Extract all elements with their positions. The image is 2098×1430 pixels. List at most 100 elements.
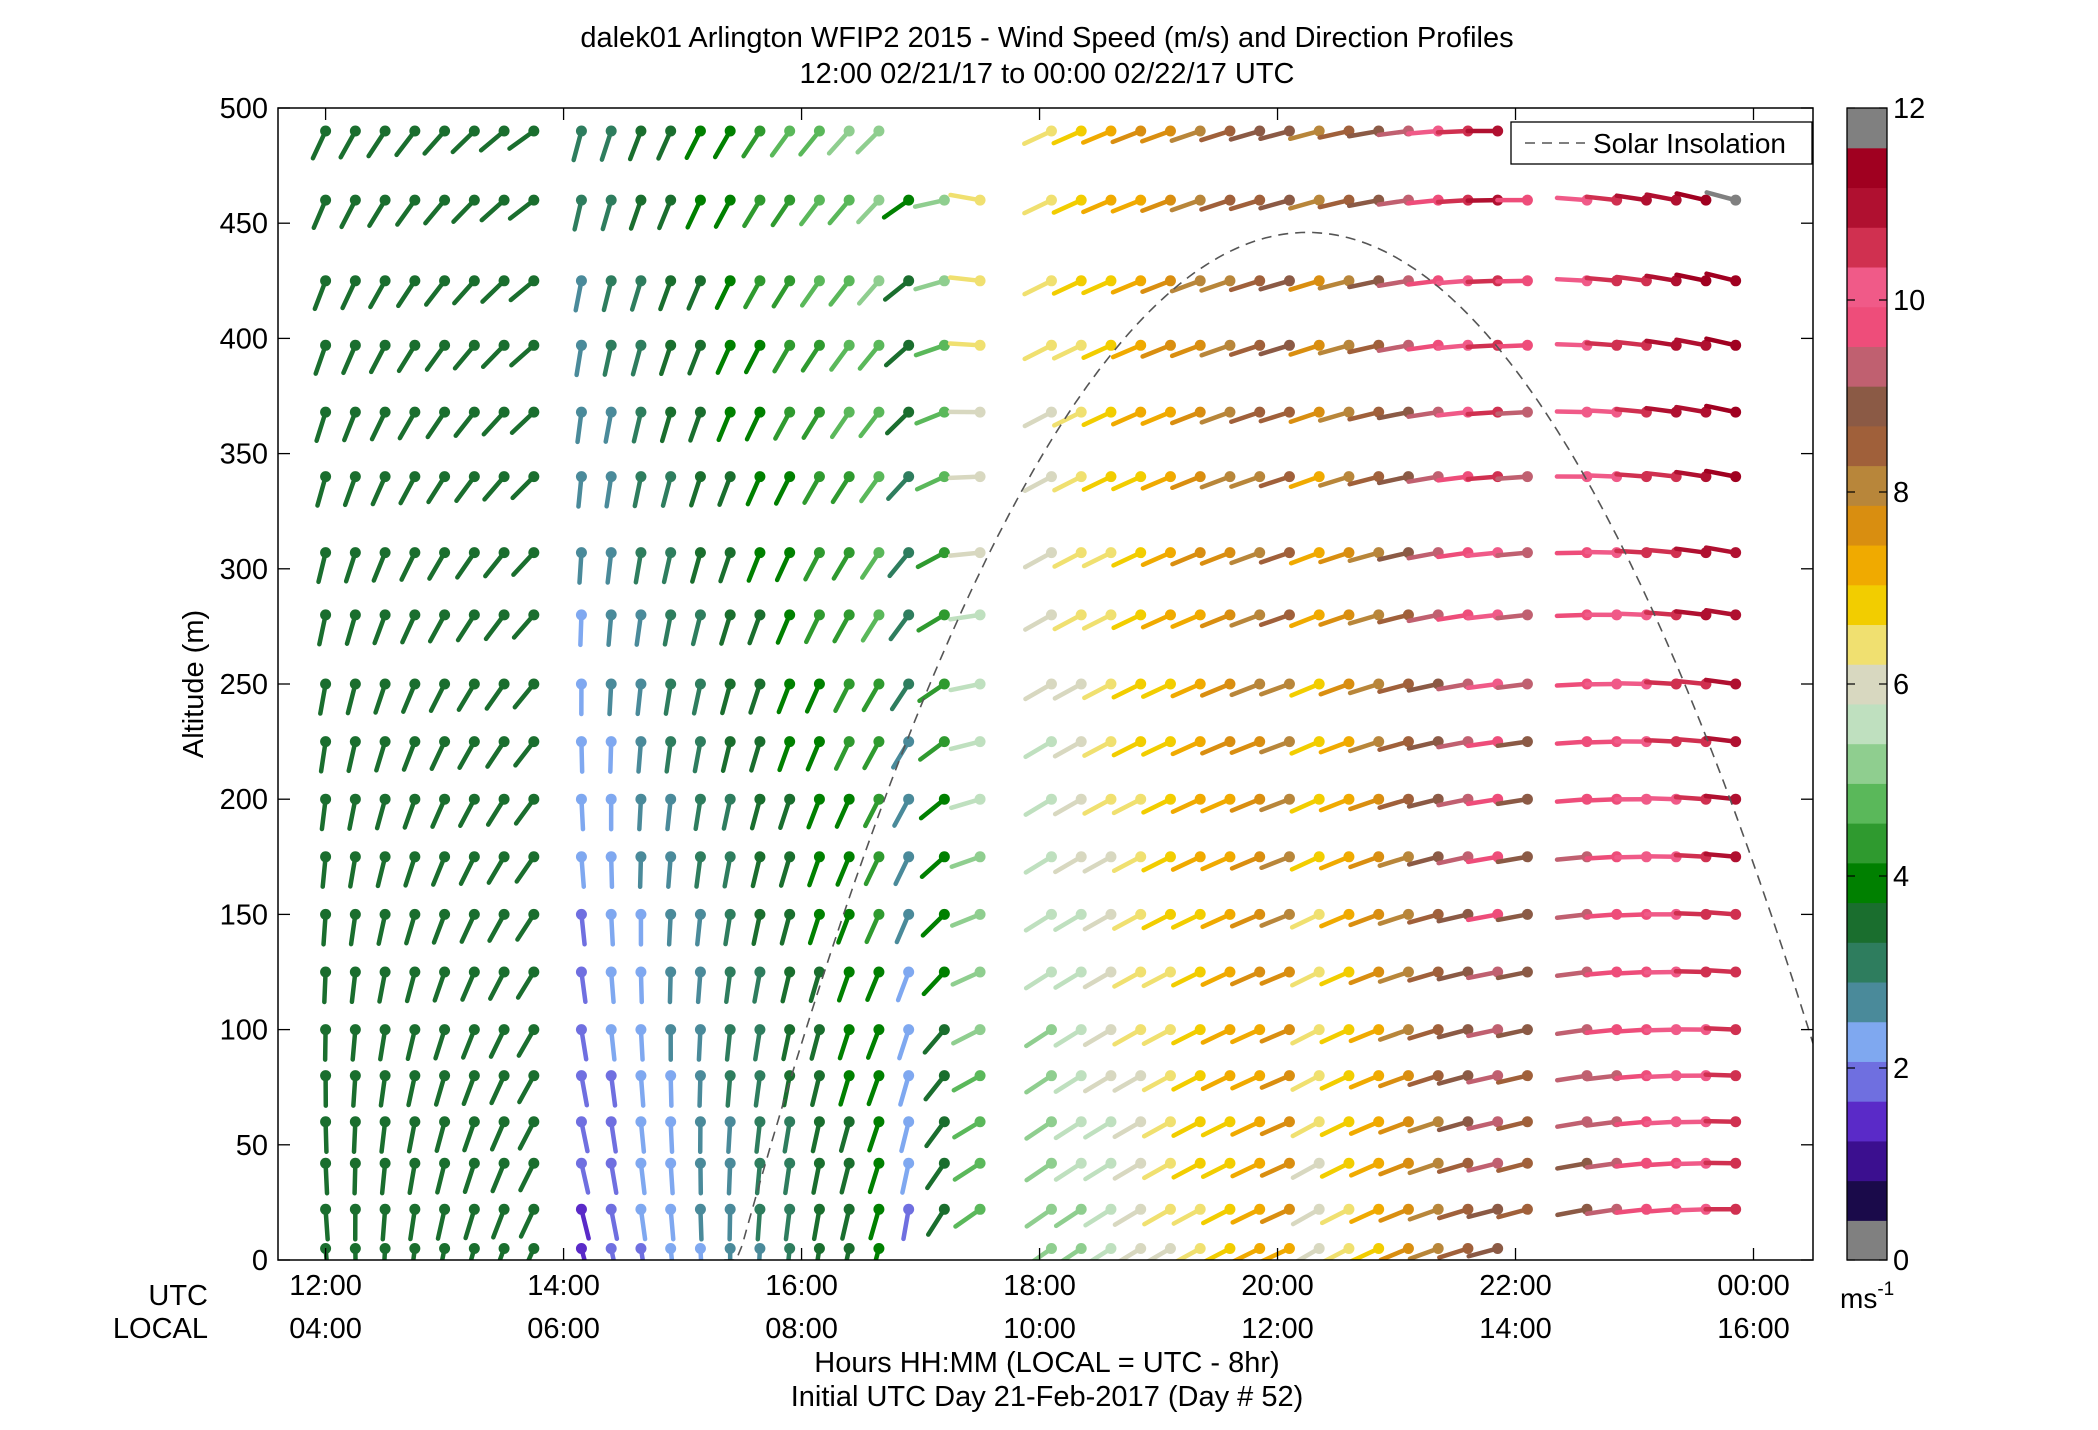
wind-barb-dot (576, 1243, 587, 1254)
wind-barb-dot (695, 851, 706, 862)
wind-barb-dot (975, 1204, 986, 1215)
wind-barb-dot (350, 679, 361, 690)
wind-barb-dot (350, 1024, 361, 1035)
x-tick-label-local: 16:00 (1717, 1313, 1790, 1345)
wind-barb-dot (469, 275, 480, 286)
x-tick-label-utc: 20:00 (1241, 1270, 1314, 1302)
wind-barb-dot (939, 851, 950, 862)
wind-barb-dot (320, 851, 331, 862)
colorbar-segment (1847, 704, 1887, 744)
wind-barb-dot (784, 736, 795, 747)
wind-barb-dot (784, 1243, 795, 1254)
wind-barb-dot (409, 1070, 420, 1081)
wind-barb-dot (814, 547, 825, 558)
wind-barb-dot (725, 794, 736, 805)
wind-barb-dot (409, 679, 420, 690)
wind-barb-dot (499, 609, 510, 620)
wind-barb-dot (1224, 275, 1235, 286)
wind-barb-dot (576, 195, 587, 206)
wind-barb-dot (1254, 1158, 1265, 1169)
wind-barb-dot (1224, 547, 1235, 558)
wind-barb-dot (1284, 1070, 1295, 1081)
wind-barb-dot (576, 679, 587, 690)
wind-barb-dot (1522, 547, 1533, 558)
wind-barb-dot (635, 1070, 646, 1081)
wind-barb-dot (784, 275, 795, 286)
wind-barb-dot (409, 1116, 420, 1127)
wind-barb-dot (350, 275, 361, 286)
wind-barb-dot (1105, 1204, 1116, 1215)
wind-barb-dot (1522, 909, 1533, 920)
wind-barb-dot (635, 547, 646, 558)
wind-barb-dot (1135, 471, 1146, 482)
wind-barb-dot (873, 1116, 884, 1127)
wind-barb-dot (754, 1024, 765, 1035)
wind-barb-dot (695, 471, 706, 482)
wind-barb-dot (1076, 195, 1087, 206)
wind-barb-dot (1254, 1204, 1265, 1215)
x-tick-label-utc: 16:00 (765, 1270, 838, 1302)
wind-barb-dot (725, 909, 736, 920)
wind-barb-dot (1046, 679, 1057, 690)
wind-barb-dot (320, 679, 331, 690)
wind-barb-dot (1105, 679, 1116, 690)
wind-barb-dot (1403, 909, 1414, 920)
wind-barb-dot (528, 736, 539, 747)
legend-entry-solar: Solar Insolation (1593, 128, 1786, 159)
wind-barb-dot (320, 1204, 331, 1215)
wind-barb-dot (1373, 1024, 1384, 1035)
wind-barb-dot (320, 340, 331, 351)
wind-barb-dot (939, 1116, 950, 1127)
wind-barb-dot (873, 471, 884, 482)
wind-barb-dot (499, 195, 510, 206)
wind-barb-dot (1343, 679, 1354, 690)
wind-barb-dot (320, 407, 331, 418)
wind-barb-dot (380, 1070, 391, 1081)
wind-barb-dot (903, 547, 914, 558)
wind-barb-dot (635, 851, 646, 862)
wind-barb-dot (903, 609, 914, 620)
wind-barb-dot (665, 1243, 676, 1254)
wind-barb-dot (1224, 1070, 1235, 1081)
colorbar-segment (1847, 1101, 1887, 1141)
wind-barb-dot (1254, 195, 1265, 206)
wind-barb-dot (1165, 547, 1176, 558)
wind-barb-dot (635, 126, 646, 137)
wind-barb-dot (439, 967, 450, 978)
wind-barb-dot (1195, 471, 1206, 482)
wind-barb-dot (784, 471, 795, 482)
wind-barb-dot (1314, 407, 1325, 418)
colorbar-unit: ms-1 (1840, 1279, 1894, 1314)
wind-barb-dot (1522, 794, 1533, 805)
wind-barb-dot (1373, 1116, 1384, 1127)
wind-barb-dot (1046, 407, 1057, 418)
wind-barb-dot (903, 195, 914, 206)
wind-barb-dot (1195, 275, 1206, 286)
wind-barb-dot (814, 471, 825, 482)
wind-barb-dot (975, 1070, 986, 1081)
wind-barb-dot (1135, 736, 1146, 747)
wind-barb-dot (1195, 736, 1206, 747)
wind-barb-dot (1730, 1158, 1741, 1169)
wind-barb-dot (844, 1116, 855, 1127)
wind-barb-dot (1343, 1024, 1354, 1035)
wind-barb-dot (1284, 275, 1295, 286)
wind-barb-dot (1284, 736, 1295, 747)
wind-barb-dot (606, 909, 617, 920)
wind-barb-dot (903, 1070, 914, 1081)
wind-barb-dot (695, 736, 706, 747)
x-tick-label-utc: 12:00 (289, 1270, 362, 1302)
wind-barb-dot (1135, 794, 1146, 805)
wind-barb-dot (695, 275, 706, 286)
wind-barb-dot (1730, 1116, 1741, 1127)
wind-barb-dot (939, 609, 950, 620)
wind-barb-dot (606, 609, 617, 620)
wind-barb-dot (814, 407, 825, 418)
wind-barb-dot (439, 736, 450, 747)
wind-barb-dot (576, 609, 587, 620)
wind-barb-dot (754, 909, 765, 920)
wind-barb-dot (1254, 1070, 1265, 1081)
wind-barb-dot (1195, 195, 1206, 206)
wind-barb-dot (754, 851, 765, 862)
wind-barb-dot (1373, 736, 1384, 747)
